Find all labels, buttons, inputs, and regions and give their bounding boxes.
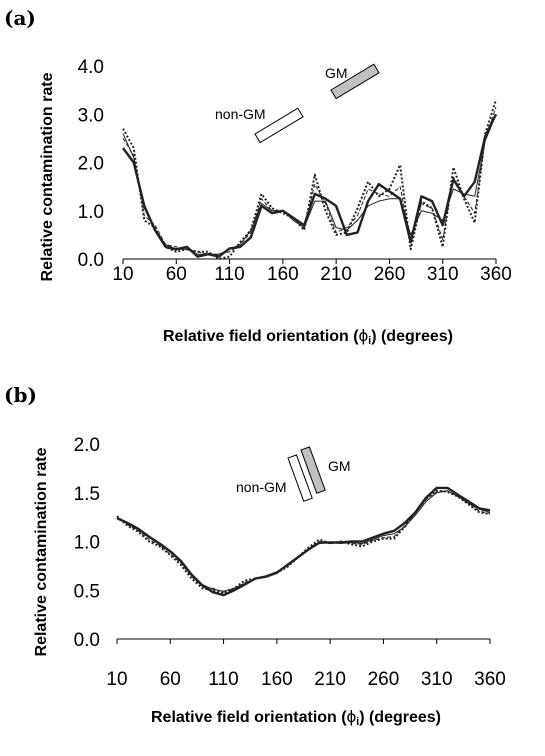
x-axis-title-b: Relative field orientation (ϕi) (degrees… xyxy=(151,707,441,728)
x-axis-title-a: Relative field orientation (ϕi) (degrees… xyxy=(163,326,453,347)
y-axis-title-b: Relative contamination rate xyxy=(33,447,50,656)
x-tick-label: 260 xyxy=(368,669,400,690)
series-group-a xyxy=(122,99,498,260)
y-tick-label: 3.0 xyxy=(78,105,104,126)
non-gm-marker-b xyxy=(287,454,313,502)
series-line-thick-solid xyxy=(116,486,491,597)
x-tick-label: 10 xyxy=(112,264,133,285)
x-tick-label: 110 xyxy=(214,264,244,285)
gm-label-b: GM xyxy=(328,458,351,474)
y-tick-label: 1.5 xyxy=(74,484,100,505)
non-gm-label-a: non-GM xyxy=(215,106,266,122)
y-ticks-b: 0.0 0.5 1.0 1.5 2.0 xyxy=(74,435,100,651)
y-tick-label: 2.0 xyxy=(74,435,100,456)
y-tick-label: 0.0 xyxy=(78,250,104,271)
y-tick-label: 1.0 xyxy=(74,533,100,554)
y-tick-label: 4.0 xyxy=(78,57,104,78)
series-line-dotted xyxy=(116,489,491,595)
y-tick-label: 2.0 xyxy=(78,154,104,175)
x-tick-label: 260 xyxy=(374,264,406,285)
series-line-dashed xyxy=(116,490,491,593)
gm-label-a: GM xyxy=(325,65,348,81)
y-tick-label: 1.0 xyxy=(78,202,104,223)
x-tick-label: 60 xyxy=(166,264,187,285)
series-line-thick-solid xyxy=(122,113,498,258)
panel-label-a: (a) xyxy=(4,6,36,30)
x-tick-label: 160 xyxy=(261,669,293,690)
panel-label-b: (b) xyxy=(4,383,37,407)
chart-panel-b: (b) Relative contamination rate 0.0 0.5 1.… xyxy=(4,383,506,728)
x-tick-label: 60 xyxy=(160,669,181,690)
x-tick-label: 360 xyxy=(474,669,506,690)
gm-marker-a xyxy=(330,63,380,100)
y-axis-title-a: Relative contamination rate xyxy=(39,72,56,281)
y-tick-label: 0.5 xyxy=(74,581,100,602)
series-line-dashed xyxy=(122,106,497,255)
series-group-b xyxy=(116,486,491,597)
x-tick-label: 160 xyxy=(267,264,299,285)
x-ticks-a: 10 60 110 160 210 260 310 360 xyxy=(112,259,512,285)
series-line-thin-solid xyxy=(116,490,491,592)
x-tick-label: 110 xyxy=(208,669,238,690)
x-tick-label: 360 xyxy=(480,264,512,285)
y-tick-label: 0.0 xyxy=(74,630,100,651)
chart-panel-a: (a) Relative contamination rate 0.0 1.0 2.… xyxy=(4,6,512,347)
non-gm-marker-a xyxy=(254,107,304,144)
x-tick-label: 210 xyxy=(314,669,346,690)
x-tick-label: 210 xyxy=(320,264,352,285)
x-tick-label: 310 xyxy=(421,669,453,690)
non-gm-label-b: non-GM xyxy=(236,479,287,495)
y-ticks-a: 0.0 1.0 2.0 3.0 4.0 xyxy=(78,57,104,271)
series-line-dotted xyxy=(122,99,497,260)
gm-marker-b xyxy=(300,446,326,494)
x-tick-label: 310 xyxy=(427,264,459,285)
x-tick-label: 10 xyxy=(106,669,127,690)
x-ticks-b: 10 60 110 160 210 260 310 360 xyxy=(106,639,506,690)
